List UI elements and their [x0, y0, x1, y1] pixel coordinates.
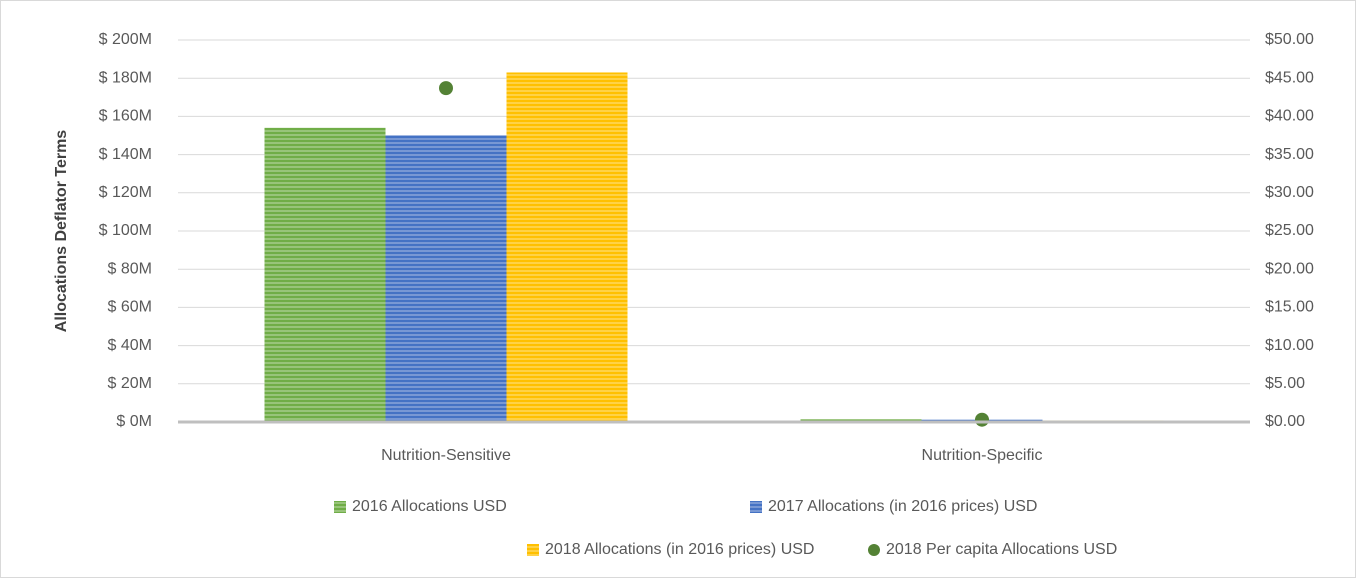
legend-marker: [868, 544, 880, 556]
y2-tick-label: $25.00: [1265, 222, 1314, 239]
bar: [265, 128, 386, 422]
data-point: [975, 413, 989, 427]
y2-tick-label: $20.00: [1265, 260, 1314, 277]
y-tick-label: $ 20M: [108, 375, 152, 392]
x-tick-label: Nutrition-Specific: [922, 447, 1043, 464]
y2-tick-label: $50.00: [1265, 31, 1314, 48]
y-tick-label: $ 0M: [116, 413, 152, 430]
legend-marker: [334, 501, 346, 513]
legend-label: 2017 Allocations (in 2016 prices) USD: [768, 498, 1037, 515]
y2-tick-label: $40.00: [1265, 108, 1314, 125]
x-tick-label: Nutrition-Sensitive: [381, 447, 511, 464]
y-tick-label: $ 140M: [99, 146, 152, 163]
y2-tick-label: $45.00: [1265, 69, 1314, 86]
chart: Allocations Deflator Terms $ 0M $ 20M $ 40…: [0, 0, 1357, 579]
y-tick-label: $ 200M: [99, 31, 152, 48]
y2-tick-label: $5.00: [1265, 375, 1305, 392]
chart-frame: [1, 1, 1356, 578]
legend-marker: [750, 501, 762, 513]
y2-tick-label: $10.00: [1265, 337, 1314, 354]
legend-marker: [527, 544, 539, 556]
legend-label: 2018 Allocations (in 2016 prices) USD: [545, 541, 814, 558]
legend-label: 2018 Per capita Allocations USD: [886, 541, 1117, 558]
y2-tick-label: $30.00: [1265, 184, 1314, 201]
legend-label: 2016 Allocations USD: [352, 498, 507, 515]
y-tick-label: $ 160M: [99, 108, 152, 125]
y-tick-label: $ 120M: [99, 184, 152, 201]
y-tick-label: $ 180M: [99, 69, 152, 86]
data-point: [439, 81, 453, 95]
y2-tick-label: $35.00: [1265, 146, 1314, 163]
y2-tick-label: $0.00: [1265, 413, 1305, 430]
y-tick-label: $ 80M: [108, 260, 152, 277]
y-axis-label: Allocations Deflator Terms: [53, 130, 70, 333]
bar: [386, 136, 507, 423]
bar: [507, 72, 628, 422]
y-tick-label: $ 40M: [108, 337, 152, 354]
y-tick-label: $ 60M: [108, 299, 152, 316]
y2-tick-label: $15.00: [1265, 299, 1314, 316]
y-tick-label: $ 100M: [99, 222, 152, 239]
